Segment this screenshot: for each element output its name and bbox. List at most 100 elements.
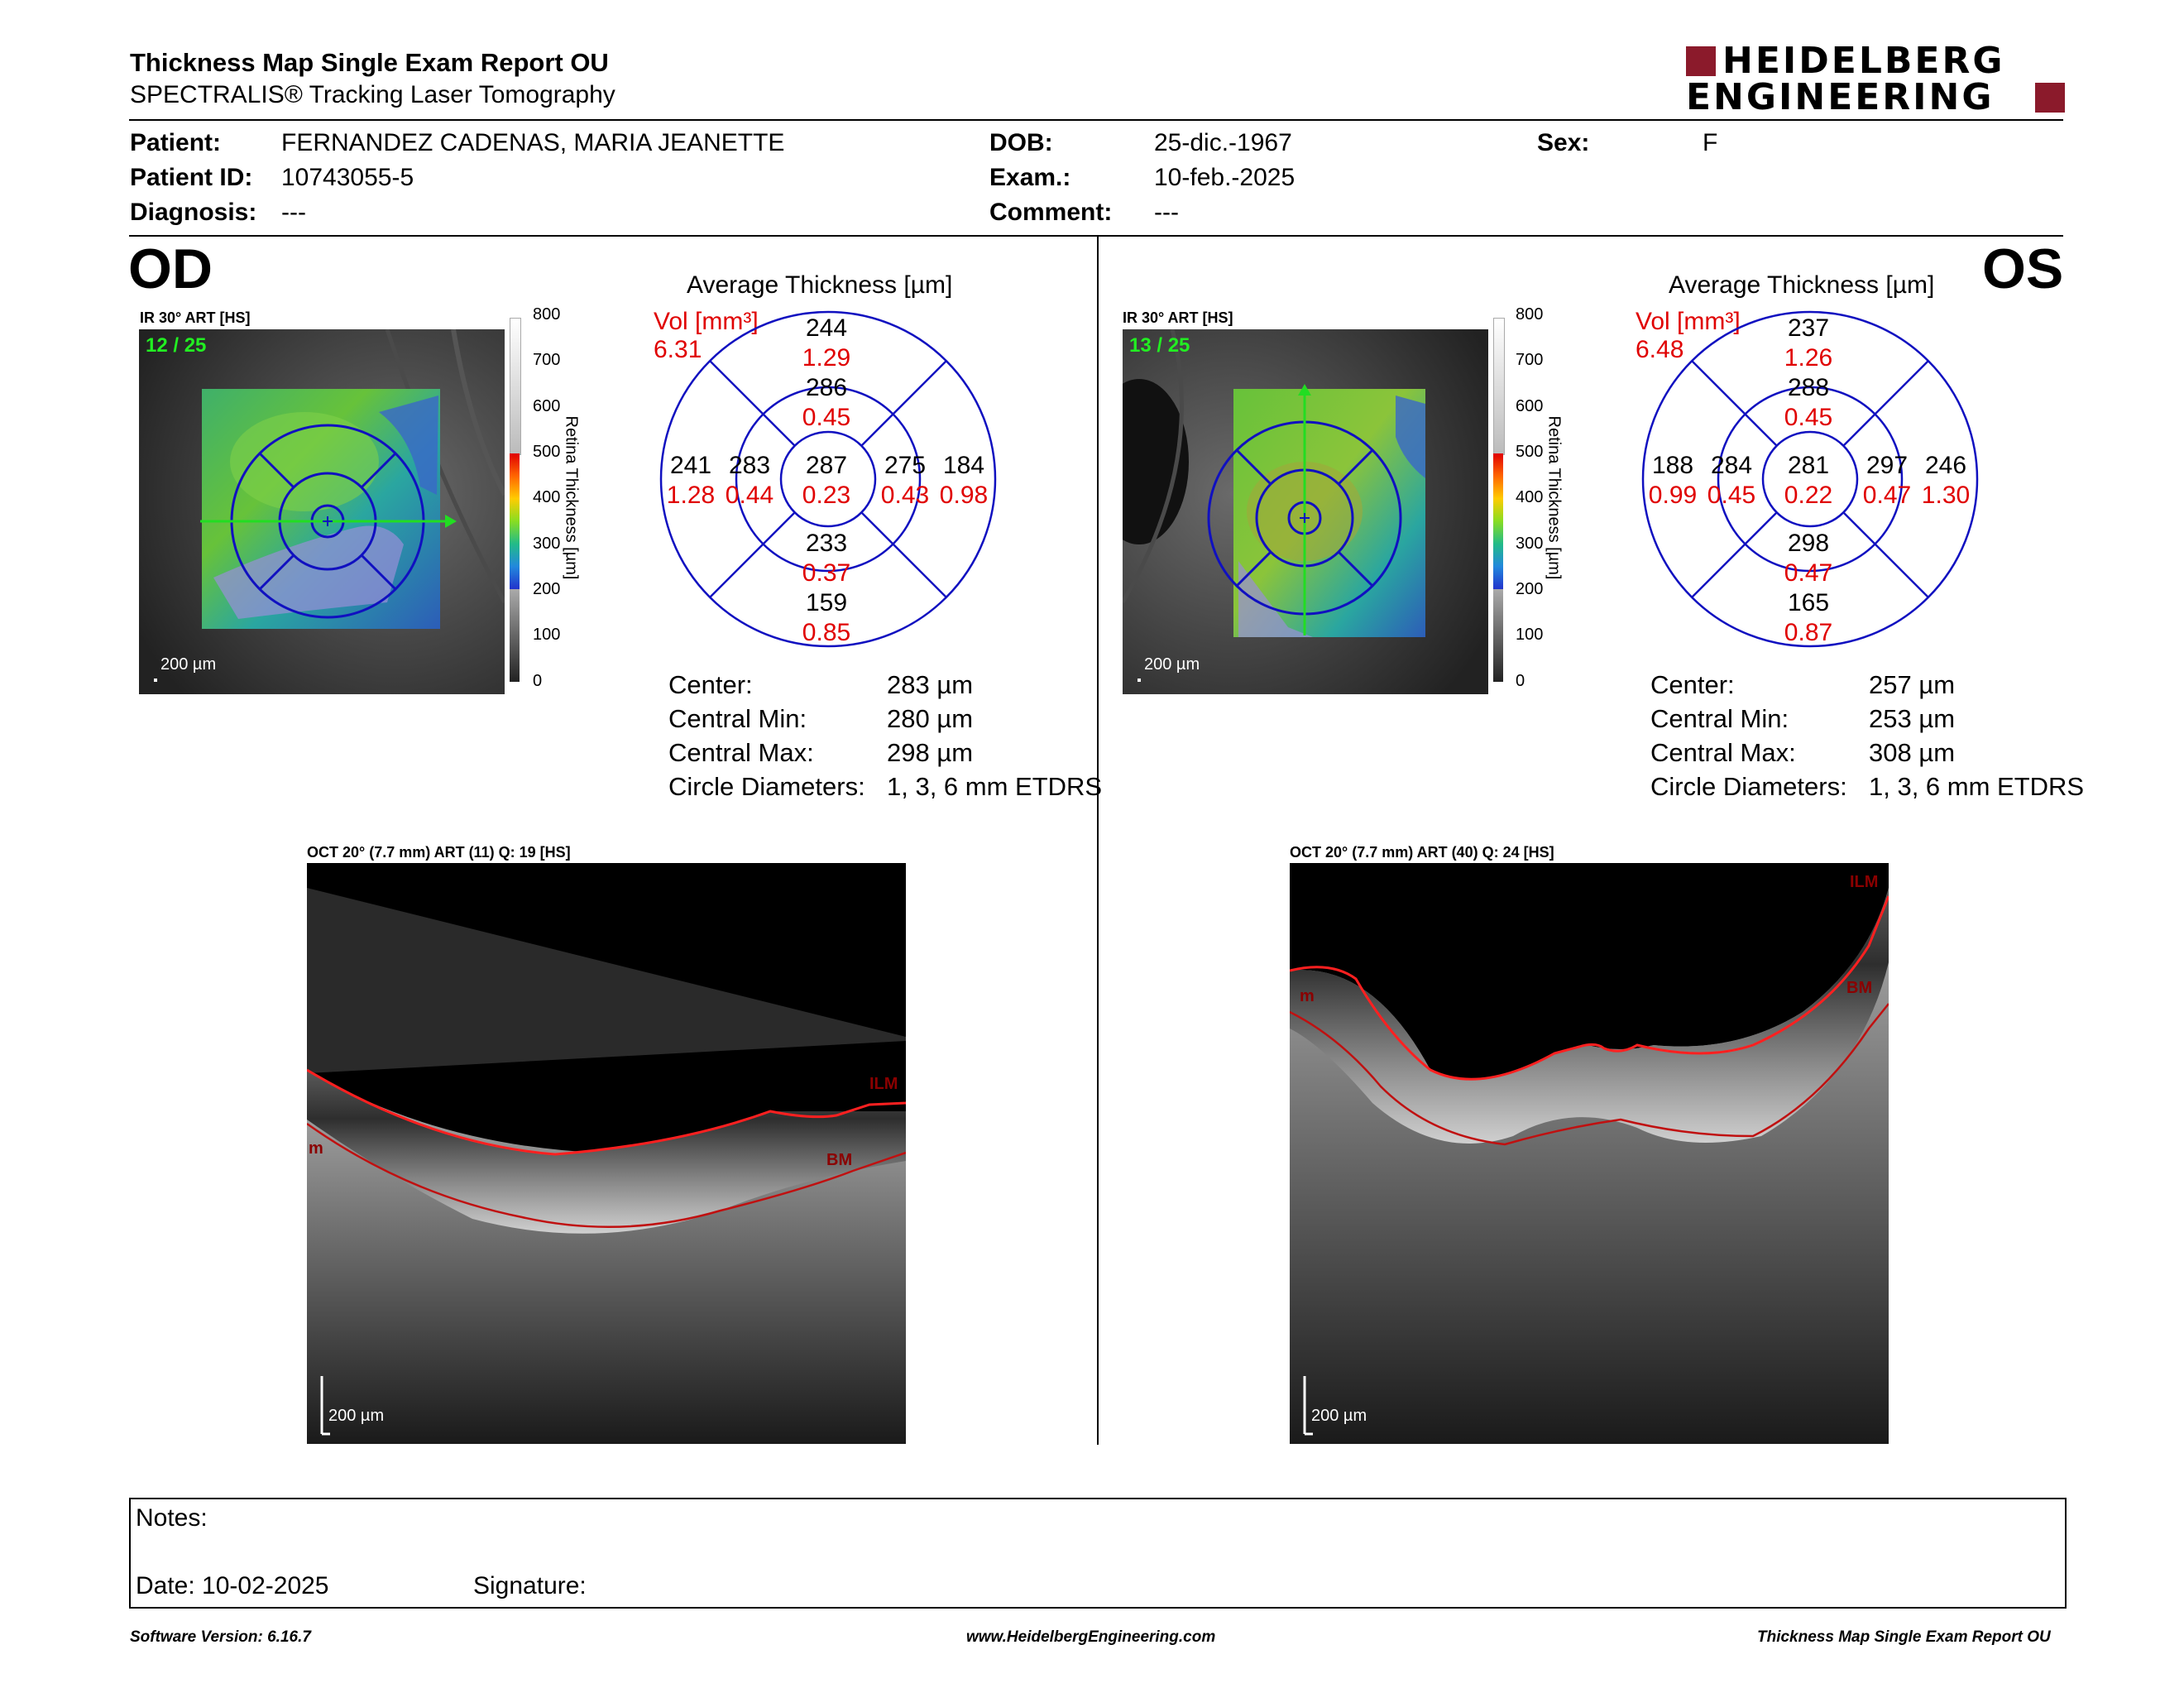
od-outer-nasal: 184: [942, 452, 985, 479]
od-bm-label: BM: [826, 1151, 853, 1169]
diagnosis-value: ---: [281, 199, 306, 226]
os-diameters-label: Circle Diameters:: [1650, 772, 1847, 801]
od-inner-inferior: 233: [805, 530, 848, 557]
od-inner-temporal-vol: 0.44: [725, 482, 774, 509]
comment-value: ---: [1154, 199, 1179, 226]
os-tick-600: 600: [1516, 397, 1544, 415]
os-outer-inferior-vol: 0.87: [1784, 619, 1833, 646]
od-center-vol: 0.23: [802, 482, 851, 509]
os-inner-superior-vol: 0.45: [1784, 404, 1833, 431]
od-outer-temporal-vol: 1.28: [666, 482, 716, 509]
od-vol-value: 6.31: [654, 336, 702, 363]
notes-label: Notes:: [136, 1504, 208, 1532]
diagnosis-label: Diagnosis:: [130, 199, 257, 226]
os-outer-superior-vol: 1.26: [1784, 344, 1833, 372]
os-vol-value: 6.48: [1636, 336, 1684, 363]
od-tick-700: 700: [533, 351, 561, 369]
os-ir-label: IR 30° ART [HS]: [1123, 309, 1233, 326]
od-slice-counter: 12 / 25: [146, 334, 207, 357]
od-center-label: Center:: [668, 670, 753, 699]
od-tick-300: 300: [533, 535, 561, 553]
os-tick-500: 500: [1516, 443, 1544, 461]
os-inner-temporal-vol: 0.47: [1862, 482, 1912, 509]
eye-label-os: OS: [1982, 237, 2064, 300]
eye-divider: [1097, 237, 1099, 1445]
os-tick-800: 800: [1516, 305, 1544, 324]
software-version: Software Version: 6.16.7: [130, 1628, 311, 1646]
os-central-min-label: Central Min:: [1650, 704, 1789, 733]
od-tick-800: 800: [533, 305, 561, 324]
os-center-label: Center:: [1650, 670, 1735, 699]
comment-label: Comment:: [989, 199, 1113, 226]
os-inner-nasal: 284: [1710, 452, 1753, 479]
os-oct-label: OCT 20° (7.7 mm) ART (40) Q: 24 [HS]: [1290, 844, 1554, 861]
os-central-max-value: 308 µm: [1869, 738, 1956, 767]
od-avg-title: Average Thickness [µm]: [687, 271, 953, 299]
os-colorbar-label: Retina Thickness [µm]: [1545, 415, 1564, 580]
od-diameters-label: Circle Diameters:: [668, 772, 865, 801]
os-oct-scale: 200 µm: [1311, 1407, 1367, 1425]
website-link[interactable]: www.HeidelbergEngineering.com: [966, 1628, 1216, 1646]
os-outer-superior: 237: [1787, 314, 1830, 342]
od-tick-600: 600: [533, 397, 561, 415]
footer-report-name: Thickness Map Single Exam Report OU: [1757, 1628, 2051, 1646]
od-oct-bscan: m ILM BM 200 µm: [307, 863, 906, 1444]
od-center-value: 283 µm: [887, 670, 974, 699]
os-central-min-value: 253 µm: [1869, 704, 1956, 733]
od-tick-400: 400: [533, 488, 561, 506]
patient-name: FERNANDEZ CADENAS, MARIA JEANETTE: [281, 129, 785, 156]
od-inner-temporal: 283: [728, 452, 771, 479]
od-tick-0: 0: [533, 672, 543, 690]
od-ir-label: IR 30° ART [HS]: [140, 309, 251, 326]
os-tick-0: 0: [1516, 672, 1525, 690]
patient-id-label: Patient ID:: [130, 164, 253, 191]
os-tick-400: 400: [1516, 488, 1544, 506]
os-center-vol: 0.22: [1784, 482, 1833, 509]
od-outer-nasal-vol: 0.98: [939, 482, 989, 509]
os-outer-temporal: 246: [1924, 452, 1967, 479]
od-tick-200: 200: [533, 580, 561, 598]
dob-value: 25-dic.-1967: [1154, 129, 1292, 156]
od-oct-label: OCT 20° (7.7 mm) ART (11) Q: 19 [HS]: [307, 844, 571, 861]
od-tick-100: 100: [533, 626, 561, 644]
os-ilm-label: ILM: [1850, 873, 1879, 891]
os-outer-nasal: 188: [1651, 452, 1694, 479]
od-vol-label: Vol [mm³]: [654, 308, 759, 335]
exam-label: Exam.:: [989, 164, 1071, 191]
od-central-max-label: Central Max:: [668, 738, 814, 767]
od-diameters-value: 1, 3, 6 mm ETDRS: [887, 772, 1103, 801]
report-subtitle: SPECTRALIS® Tracking Laser Tomography: [130, 81, 615, 108]
heidelberg-logo: HEIDELBERG ENGINEERING: [1686, 40, 2065, 118]
od-inner-superior-vol: 0.45: [802, 404, 851, 431]
date-label: Date: 10-02-2025: [136, 1572, 329, 1599]
od-inner-nasal: 275: [884, 452, 927, 479]
os-tick-700: 700: [1516, 351, 1544, 369]
od-central-min-value: 280 µm: [887, 704, 974, 733]
os-etdrs-grid: [1641, 310, 1979, 648]
od-fundus-image: 12 / 25 200 µm: [139, 329, 505, 694]
os-diameters-value: 1, 3, 6 mm ETDRS: [1869, 772, 2085, 801]
od-etdrs-grid: [659, 310, 997, 648]
os-outer-temporal-vol: 1.30: [1921, 482, 1971, 509]
os-bm-label: BM: [1846, 979, 1873, 997]
od-inner-nasal-vol: 0.43: [880, 482, 930, 509]
od-central-max-value: 298 µm: [887, 738, 974, 767]
od-outer-inferior-vol: 0.85: [802, 619, 851, 646]
os-center-value: 257 µm: [1869, 670, 1956, 699]
os-tick-300: 300: [1516, 535, 1544, 553]
sex-value: F: [1703, 129, 1718, 156]
sex-label: Sex:: [1537, 129, 1590, 156]
os-tick-100: 100: [1516, 626, 1544, 644]
od-oct-scale: 200 µm: [328, 1407, 385, 1425]
od-outer-temporal: 241: [669, 452, 712, 479]
os-outer-nasal-vol: 0.99: [1648, 482, 1698, 509]
dob-label: DOB:: [989, 129, 1053, 156]
os-inner-nasal-vol: 0.45: [1707, 482, 1756, 509]
patient-id: 10743055-5: [281, 164, 414, 191]
od-central-min-label: Central Min:: [668, 704, 807, 733]
notes-box: Notes: Date: 10-02-2025 Signature:: [129, 1498, 2067, 1609]
os-colorbar: [1493, 318, 1510, 682]
os-oct-bscan: m ILM BM 200 µm: [1290, 863, 1889, 1444]
od-outer-inferior: 159: [805, 589, 848, 616]
od-inner-superior: 286: [805, 374, 848, 401]
